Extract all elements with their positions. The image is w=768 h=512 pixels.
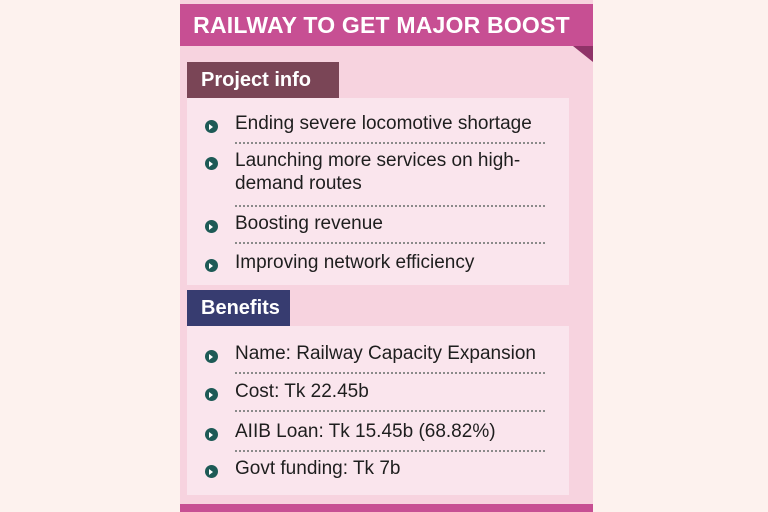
dotted-divider bbox=[235, 242, 545, 244]
list-item-text: Improving network efficiency bbox=[235, 252, 475, 273]
dotted-divider bbox=[235, 205, 545, 207]
project-info-heading: Project info bbox=[187, 62, 339, 98]
bullet-icon bbox=[205, 259, 218, 272]
bullet-icon bbox=[205, 388, 218, 401]
list-item-text: AIIB Loan: Tk 15.45b (68.82%) bbox=[235, 421, 496, 442]
dotted-divider bbox=[235, 372, 545, 374]
bullet-icon bbox=[205, 120, 218, 133]
bullet-icon bbox=[205, 428, 218, 441]
list-item-text: Govt funding: Tk 7b bbox=[235, 458, 401, 479]
infographic-title: RAILWAY TO GET MAJOR BOOST bbox=[180, 4, 593, 46]
list-item-text: Ending severe locomotive shortage bbox=[235, 113, 532, 134]
list-item-text: Cost: Tk 22.45b bbox=[235, 381, 369, 402]
list-item-text: Boosting revenue bbox=[235, 213, 383, 234]
list-item-text: Name: Railway Capacity Expansion bbox=[235, 343, 536, 364]
dotted-divider bbox=[235, 142, 545, 144]
bullet-icon bbox=[205, 465, 218, 478]
dotted-divider bbox=[235, 450, 545, 452]
dotted-divider bbox=[235, 410, 545, 412]
title-fold-decoration bbox=[573, 46, 593, 62]
project-info-panel: Ending severe locomotive shortage Launch… bbox=[187, 98, 569, 285]
bullet-icon bbox=[205, 220, 218, 233]
bullet-icon bbox=[205, 350, 218, 363]
list-item-text: Launching more services on high-demand r… bbox=[235, 150, 521, 194]
card-bottom-rule bbox=[180, 504, 593, 512]
benefits-heading: Benefits bbox=[187, 290, 290, 326]
bullet-icon bbox=[205, 157, 218, 170]
benefits-panel: Name: Railway Capacity Expansion Cost: T… bbox=[187, 326, 569, 495]
